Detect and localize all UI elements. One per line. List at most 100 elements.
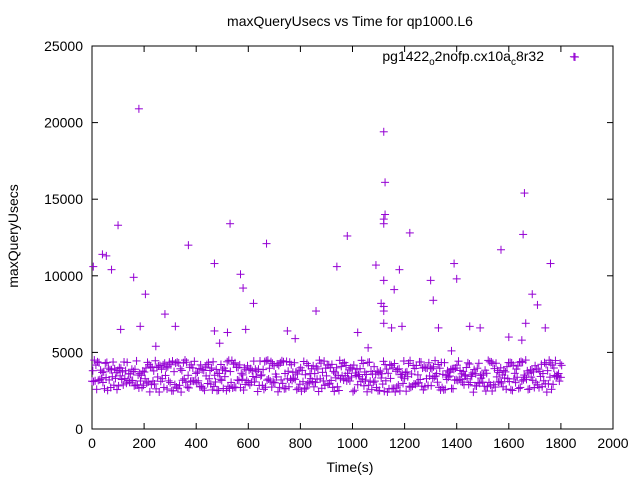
data-point-outlier: [215, 339, 224, 348]
data-point: [204, 358, 213, 367]
data-point: [449, 384, 458, 393]
data-point: [377, 374, 386, 383]
data-point: [381, 376, 390, 385]
data-point-outlier: [390, 285, 399, 294]
data-point: [239, 386, 248, 395]
data-point: [292, 385, 301, 394]
data-point: [441, 385, 450, 394]
data-point-outlier: [136, 322, 145, 331]
data-point: [235, 360, 244, 369]
data-point: [153, 372, 162, 381]
data-point: [293, 370, 302, 379]
data-point-outlier: [249, 299, 258, 308]
data-point: [379, 357, 388, 366]
data-point: [192, 378, 201, 387]
data-point: [277, 375, 286, 384]
data-point: [402, 367, 411, 376]
data-point: [349, 387, 358, 396]
data-point: [452, 361, 461, 370]
data-point: [382, 365, 391, 374]
data-point: [311, 378, 320, 387]
data-point: [191, 369, 200, 378]
data-point: [309, 382, 318, 391]
data-point: [313, 364, 322, 373]
x-tick-label: 400: [185, 435, 209, 451]
data-point: [444, 373, 453, 382]
x-tick-label: 1400: [441, 435, 472, 451]
data-point: [211, 377, 220, 386]
data-point: [113, 385, 122, 394]
data-point: [111, 374, 120, 383]
data-point: [547, 385, 556, 394]
data-point: [413, 370, 422, 379]
x-tick-label: 1600: [493, 435, 524, 451]
data-point: [527, 373, 536, 382]
data-point: [375, 386, 384, 395]
data-point-outlier: [102, 251, 111, 260]
data-point: [502, 362, 511, 371]
data-point: [349, 361, 358, 370]
x-tick-label: 1800: [545, 435, 576, 451]
data-point: [130, 365, 139, 374]
data-point: [231, 358, 240, 367]
data-point: [522, 375, 531, 384]
data-point: [262, 356, 271, 365]
data-point-outlier: [397, 322, 406, 331]
data-point-outlier: [504, 333, 513, 342]
data-point: [527, 365, 536, 374]
data-point: [109, 358, 118, 367]
data-point-outlier: [496, 245, 505, 254]
data-point: [198, 384, 207, 393]
data-point: [290, 358, 299, 367]
data-point-outlier: [429, 296, 438, 305]
data-point: [516, 383, 525, 392]
data-point: [356, 364, 365, 373]
data-point: [370, 362, 379, 371]
data-point: [347, 372, 356, 381]
data-point-outlier: [405, 228, 414, 237]
data-point: [327, 360, 336, 369]
data-point: [402, 387, 411, 396]
data-point: [427, 364, 436, 373]
x-tick-label: 800: [289, 435, 313, 451]
x-tick-label: 1000: [337, 435, 368, 451]
data-point: [157, 365, 166, 374]
data-point: [170, 367, 179, 376]
legend-marker-plus: [571, 53, 579, 61]
data-point: [220, 372, 229, 381]
data-point-outlier: [379, 307, 388, 316]
data-point: [495, 377, 504, 386]
data-point-outlier: [343, 231, 352, 240]
data-point-outlier: [129, 273, 138, 282]
data-point: [513, 373, 522, 382]
data-point: [101, 359, 110, 368]
data-point: [266, 357, 275, 366]
data-point: [327, 376, 336, 385]
data-point: [97, 374, 106, 383]
data-point-outlier: [465, 322, 474, 331]
data-point: [123, 358, 132, 367]
data-point: [273, 387, 282, 396]
data-point: [474, 359, 483, 368]
data-point: [202, 360, 211, 369]
data-point-outlier: [239, 284, 248, 293]
y-tick-label: 15000: [44, 191, 83, 207]
data-point-outlier: [381, 178, 390, 187]
data-point: [128, 376, 137, 385]
data-point: [556, 359, 565, 368]
data-point: [514, 384, 523, 393]
data-point-outlier: [476, 323, 485, 332]
data-point: [542, 388, 551, 397]
data-point: [166, 378, 175, 387]
data-point: [318, 368, 327, 377]
legend-marker: [571, 53, 579, 61]
data-point: [265, 364, 274, 373]
y-tick-label: 20000: [44, 115, 83, 131]
data-point-outlier: [434, 323, 443, 332]
data-point-outlier: [546, 259, 555, 268]
data-point: [363, 387, 372, 396]
data-point: [257, 370, 266, 379]
data-point: [253, 387, 262, 396]
data-point: [310, 369, 319, 378]
data-point: [303, 379, 312, 388]
